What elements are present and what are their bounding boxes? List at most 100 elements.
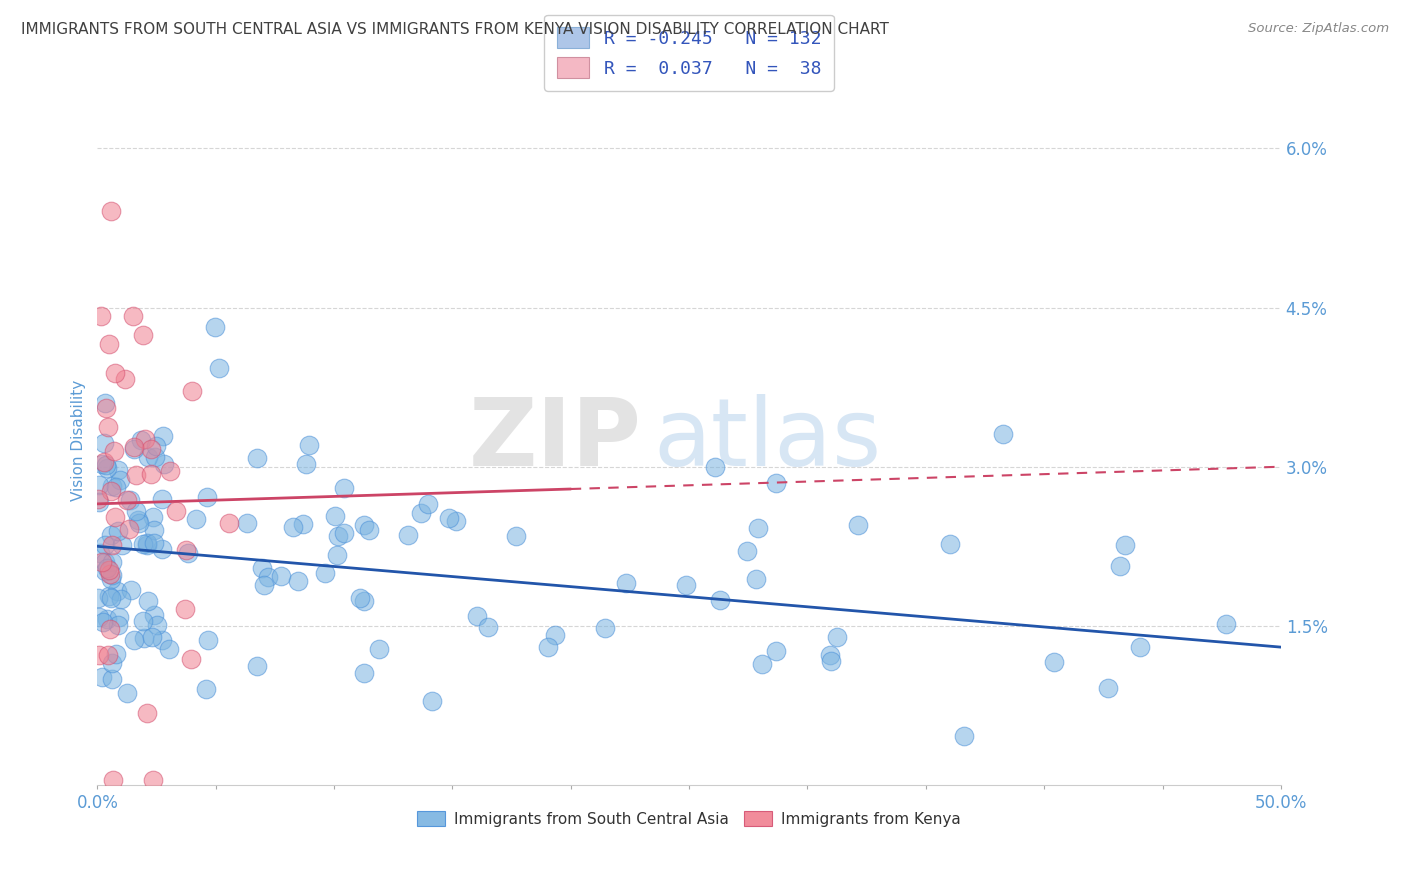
- Point: [174, 542, 197, 557]
- Point: [195, 681, 218, 696]
- Point: [107, 618, 129, 632]
- Point: [295, 457, 318, 471]
- Point: [326, 529, 349, 543]
- Point: [100, 204, 122, 219]
- Point: [114, 372, 136, 386]
- Point: [349, 591, 371, 605]
- Point: [87, 495, 110, 509]
- Point: [131, 614, 153, 628]
- Point: [132, 632, 155, 646]
- Point: [118, 521, 141, 535]
- Point: [246, 659, 269, 673]
- Point: [537, 640, 560, 655]
- Point: [195, 490, 218, 504]
- Point: [353, 518, 375, 533]
- Point: [94, 458, 117, 472]
- Point: [465, 608, 488, 623]
- Point: [505, 528, 527, 542]
- Point: [100, 483, 122, 498]
- Point: [142, 510, 165, 524]
- Point: [287, 574, 309, 589]
- Point: [444, 514, 467, 528]
- Point: [186, 512, 208, 526]
- Point: [136, 594, 159, 608]
- Point: [477, 620, 499, 634]
- Point: [437, 510, 460, 524]
- Point: [1114, 538, 1136, 552]
- Point: [991, 427, 1014, 442]
- Point: [737, 543, 759, 558]
- Point: [848, 517, 870, 532]
- Point: [136, 538, 159, 552]
- Point: [125, 504, 148, 518]
- Point: [208, 361, 231, 376]
- Point: [87, 648, 110, 662]
- Point: [87, 491, 110, 506]
- Point: [108, 610, 131, 624]
- Point: [142, 607, 165, 622]
- Point: [98, 566, 121, 581]
- Point: [291, 517, 314, 532]
- Point: [136, 535, 159, 549]
- Point: [152, 457, 174, 471]
- Point: [827, 630, 849, 644]
- Point: [353, 594, 375, 608]
- Point: [142, 536, 165, 550]
- Point: [180, 652, 202, 666]
- Text: Source: ZipAtlas.com: Source: ZipAtlas.com: [1249, 22, 1389, 36]
- Point: [165, 504, 187, 518]
- Point: [100, 568, 122, 582]
- Point: [281, 520, 304, 534]
- Point: [703, 460, 725, 475]
- Text: ZIP: ZIP: [468, 394, 641, 486]
- Point: [353, 666, 375, 681]
- Point: [100, 591, 122, 605]
- Point: [94, 395, 117, 409]
- Point: [270, 569, 292, 583]
- Point: [93, 454, 115, 468]
- Point: [139, 442, 162, 456]
- Point: [97, 648, 120, 663]
- Point: [132, 537, 155, 551]
- Y-axis label: Vision Disability: Vision Disability: [72, 380, 86, 500]
- Point: [128, 516, 150, 530]
- Point: [104, 647, 127, 661]
- Point: [765, 643, 787, 657]
- Point: [246, 450, 269, 465]
- Point: [159, 464, 181, 478]
- Point: [93, 538, 115, 552]
- Point: [101, 479, 124, 493]
- Point: [745, 572, 768, 586]
- Point: [122, 632, 145, 647]
- Point: [544, 628, 567, 642]
- Point: [150, 633, 173, 648]
- Point: [101, 673, 124, 687]
- Text: atlas: atlas: [654, 394, 882, 486]
- Point: [107, 524, 129, 538]
- Text: IMMIGRANTS FROM SOUTH CENTRAL ASIA VS IMMIGRANTS FROM KENYA VISION DISABILITY CO: IMMIGRANTS FROM SOUTH CENTRAL ASIA VS IM…: [21, 22, 889, 37]
- Point: [765, 475, 787, 490]
- Point: [108, 473, 131, 487]
- Point: [97, 563, 120, 577]
- Point: [107, 462, 129, 476]
- Point: [204, 319, 226, 334]
- Point: [142, 772, 165, 787]
- Point: [174, 601, 197, 615]
- Point: [145, 439, 167, 453]
- Point: [675, 577, 697, 591]
- Point: [150, 491, 173, 506]
- Point: [152, 429, 174, 443]
- Point: [97, 337, 120, 351]
- Point: [91, 615, 114, 629]
- Point: [98, 589, 121, 603]
- Point: [257, 570, 280, 584]
- Point: [136, 450, 159, 464]
- Point: [1097, 681, 1119, 695]
- Point: [939, 537, 962, 551]
- Point: [418, 497, 440, 511]
- Point: [96, 420, 118, 434]
- Point: [177, 545, 200, 559]
- Point: [96, 561, 118, 575]
- Point: [298, 438, 321, 452]
- Point: [1043, 655, 1066, 669]
